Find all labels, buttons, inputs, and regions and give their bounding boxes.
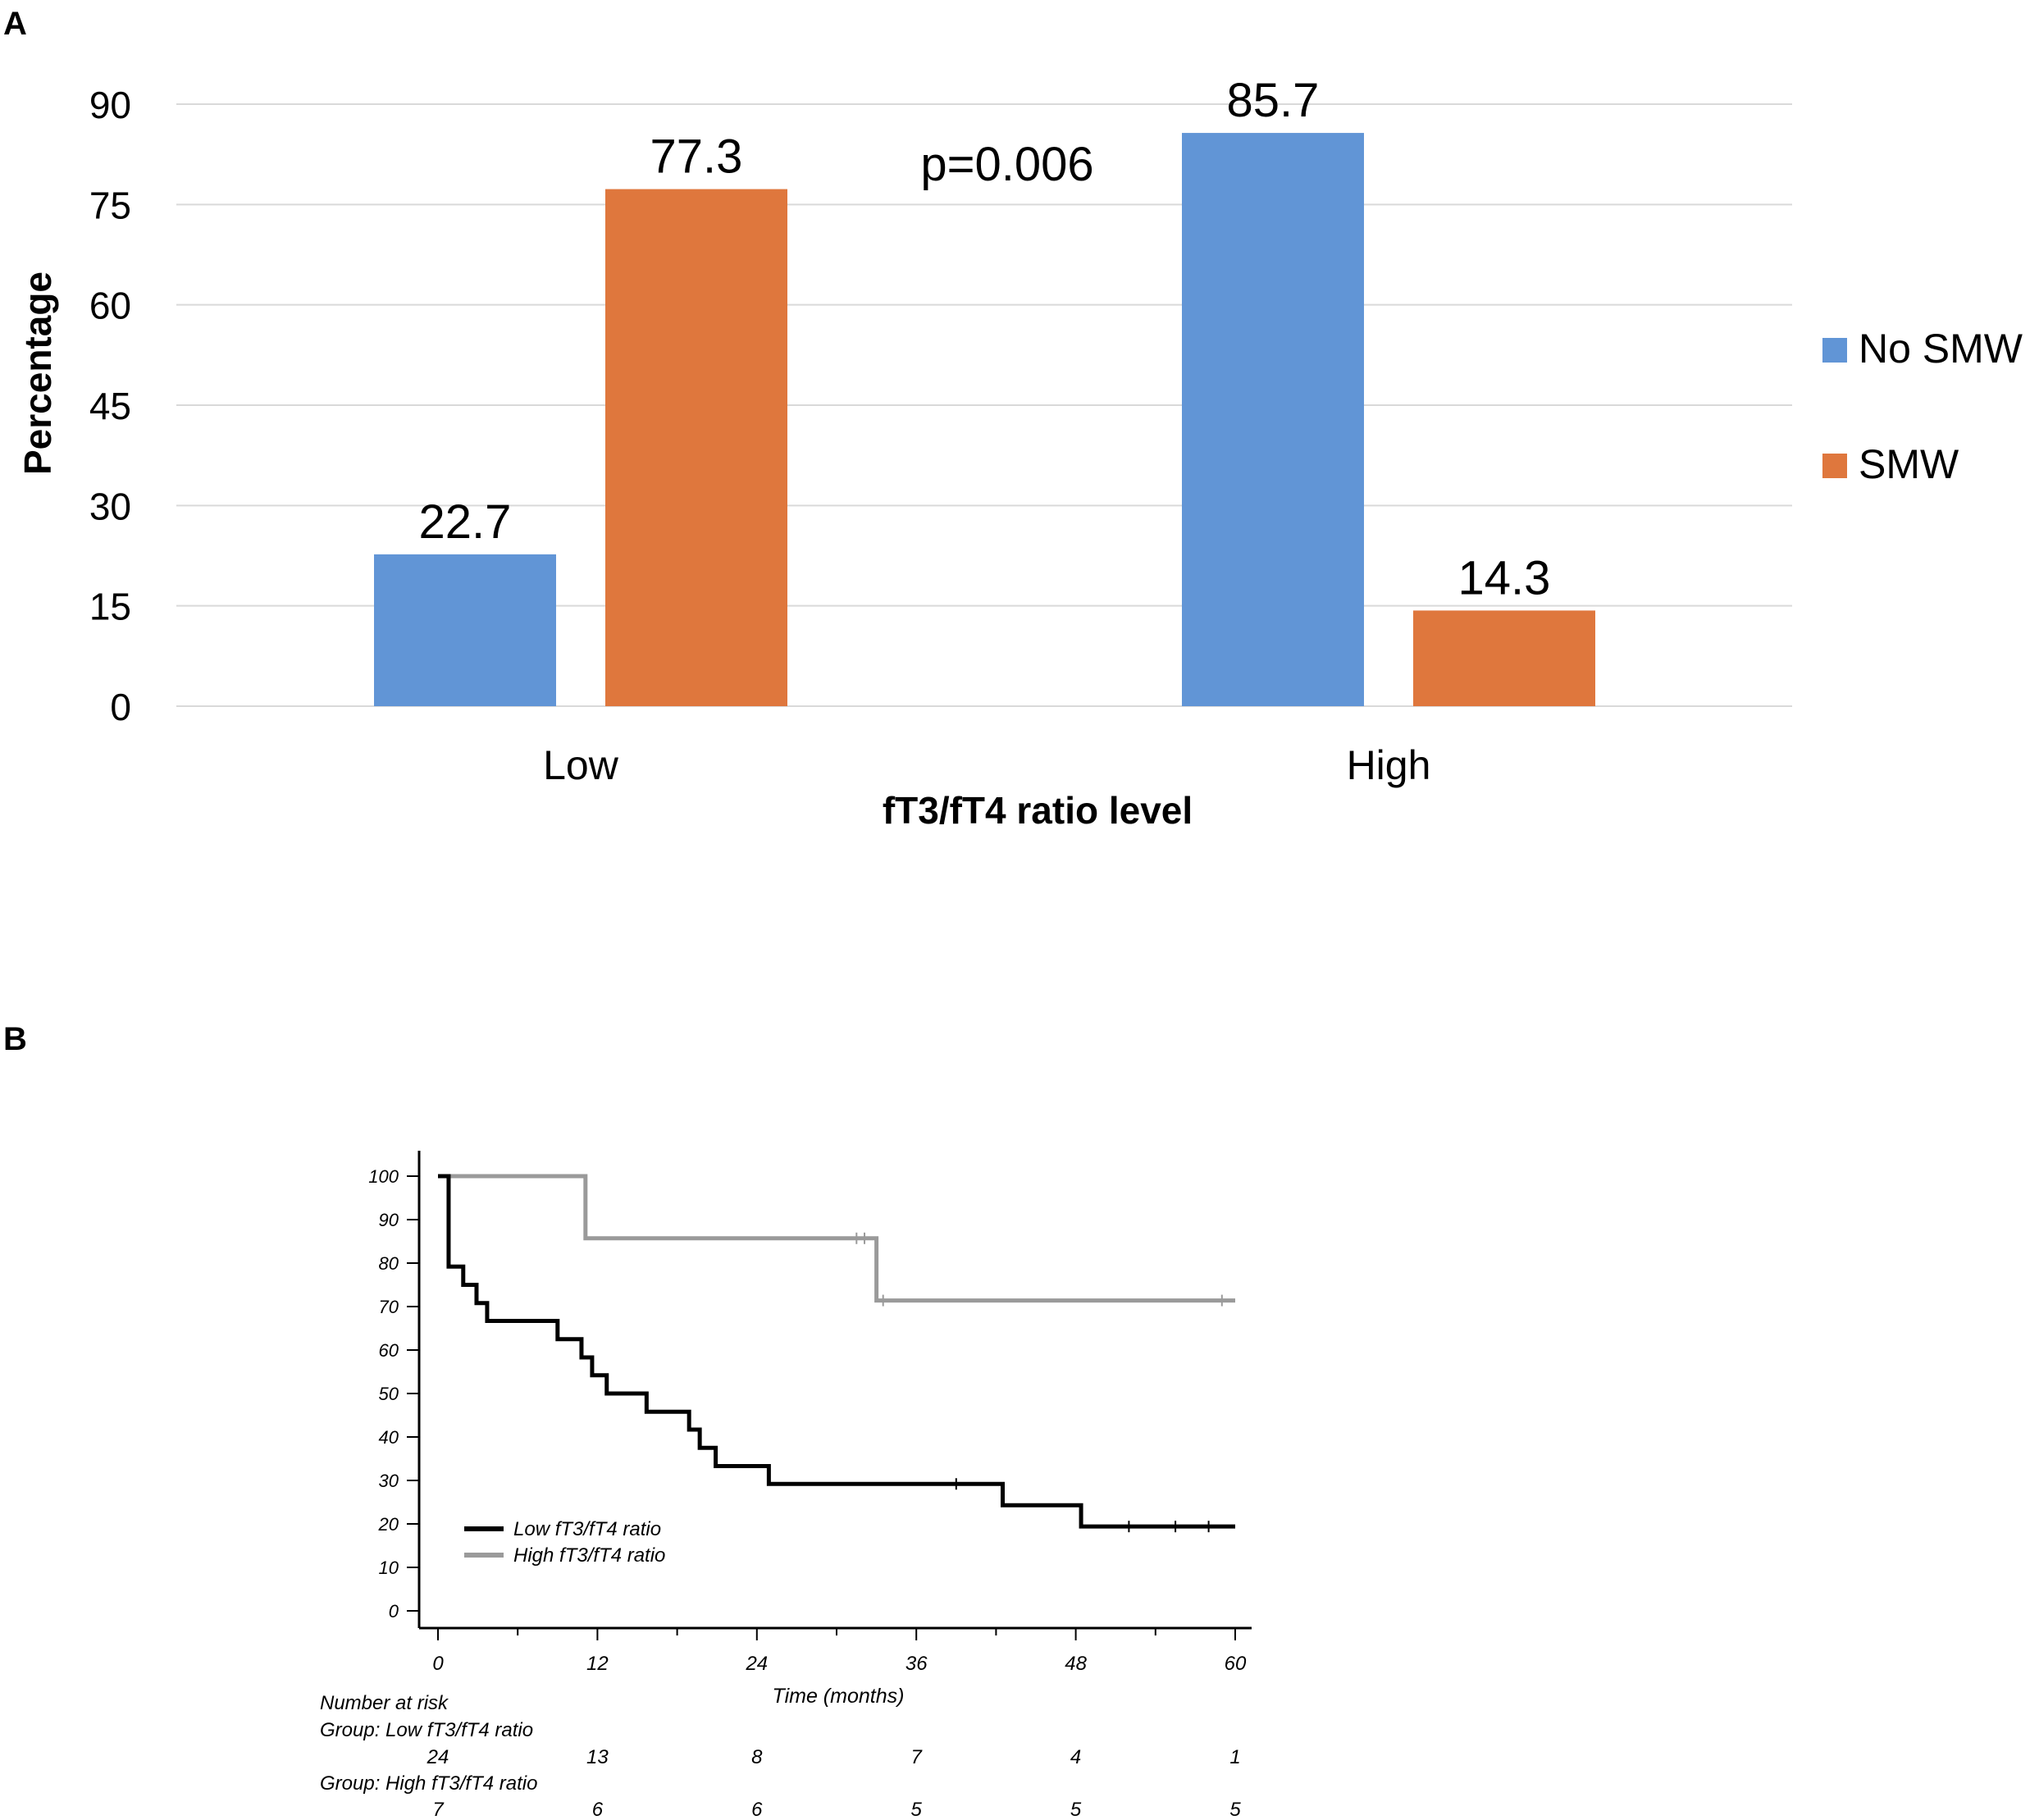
y-tick-label: 30 bbox=[379, 1471, 399, 1491]
legend: Low fT3/fT4 ratio High fT3/fT4 ratio bbox=[464, 1518, 665, 1567]
risk-count: 24 bbox=[427, 1746, 449, 1768]
y-tick-label: 70 bbox=[379, 1297, 399, 1317]
y-tick-label: 20 bbox=[378, 1514, 399, 1535]
x-tick-label: 48 bbox=[1065, 1653, 1087, 1675]
y-tick-label: 60 bbox=[379, 1340, 399, 1361]
risk-count: 7 bbox=[432, 1799, 445, 1820]
y-tick-label: 90 bbox=[379, 1210, 399, 1230]
legend-label-high: High fT3/fT4 ratio bbox=[513, 1544, 665, 1567]
bar bbox=[1413, 610, 1595, 706]
y-tick-label: 0 bbox=[110, 686, 131, 728]
risk-count: 13 bbox=[586, 1746, 609, 1768]
axes bbox=[407, 1151, 1252, 1640]
p-value-annotation: p=0.006 bbox=[920, 138, 1093, 191]
legend-label-smw: SMW bbox=[1859, 441, 1959, 487]
risk-table: Number at risk Group: Low fT3/fT4 ratio … bbox=[320, 1692, 1241, 1820]
bar bbox=[1182, 133, 1364, 706]
survival-curve-low bbox=[438, 1174, 1235, 1529]
panel-label-b: B bbox=[3, 1021, 27, 1057]
category-label: Low bbox=[543, 742, 619, 788]
survival-curves bbox=[438, 1174, 1235, 1533]
y-tick-label: 100 bbox=[368, 1166, 399, 1187]
survival-curve-high bbox=[438, 1174, 1235, 1303]
x-tick-label: 12 bbox=[586, 1653, 609, 1675]
bar bbox=[605, 189, 787, 706]
y-tick-labels: 0 15 30 45 60 75 90 bbox=[89, 84, 131, 728]
legend: No SMW SMW bbox=[1822, 326, 2023, 487]
y-tick-label: 0 bbox=[389, 1601, 399, 1622]
y-tick-label: 90 bbox=[89, 84, 131, 126]
y-tick-label: 80 bbox=[379, 1253, 399, 1274]
y-tick-label: 30 bbox=[89, 485, 131, 527]
legend-label-no-smw: No SMW bbox=[1859, 326, 2023, 372]
x-axis-title: fT3/fT4 ratio level bbox=[883, 789, 1193, 832]
risk-counts: 24 13 8 7 4 1 7 6 6 5 5 5 bbox=[427, 1746, 1242, 1820]
risk-count: 5 bbox=[1229, 1799, 1241, 1820]
bar-value-labels: 22.7 85.7 77.3 14.3 bbox=[419, 74, 1551, 604]
y-tick-label: 75 bbox=[89, 184, 131, 226]
x-tick-label: 36 bbox=[905, 1653, 928, 1675]
y-axis-title: Percentage bbox=[16, 271, 59, 475]
risk-count: 5 bbox=[911, 1799, 923, 1820]
bar-value-label: 14.3 bbox=[1458, 551, 1551, 604]
risk-table-title: Number at risk bbox=[320, 1692, 449, 1714]
y-tick-label: 15 bbox=[89, 586, 131, 628]
risk-group-label-low: Group: Low fT3/fT4 ratio bbox=[320, 1719, 533, 1741]
y-tick-label: 50 bbox=[379, 1384, 399, 1404]
x-tick-label: 60 bbox=[1225, 1653, 1247, 1675]
risk-count: 8 bbox=[751, 1746, 763, 1768]
legend-swatch-smw bbox=[1822, 454, 1847, 478]
bars bbox=[374, 133, 1595, 706]
bar-value-label: 77.3 bbox=[650, 130, 743, 184]
risk-count: 6 bbox=[751, 1799, 763, 1820]
y-tick-labels: 0 10 20 30 40 50 60 70 80 90 100 bbox=[368, 1166, 399, 1622]
legend-label-low: Low fT3/fT4 ratio bbox=[513, 1518, 661, 1540]
y-tick-label: 10 bbox=[379, 1558, 399, 1578]
x-tick-label: 24 bbox=[745, 1653, 768, 1675]
risk-count: 7 bbox=[911, 1746, 924, 1768]
bar-chart: 0 15 30 45 60 75 90 22.7 85.7 77.3 14.3 Low High P… bbox=[16, 74, 2023, 832]
x-tick-label: 0 bbox=[432, 1653, 444, 1675]
y-tick-label: 60 bbox=[89, 285, 131, 327]
y-tick-label: 40 bbox=[379, 1427, 399, 1448]
risk-count: 4 bbox=[1070, 1746, 1081, 1768]
risk-count: 1 bbox=[1229, 1746, 1240, 1768]
x-axis-title: Time (months) bbox=[773, 1685, 905, 1708]
x-tick-labels: 0 12 24 36 48 60 bbox=[432, 1653, 1247, 1675]
category-labels: Low High bbox=[543, 742, 1430, 788]
panel-label-a: A bbox=[3, 6, 27, 42]
risk-group-label-high: Group: High fT3/fT4 ratio bbox=[320, 1772, 537, 1795]
risk-count: 6 bbox=[592, 1799, 604, 1820]
category-label: High bbox=[1347, 742, 1431, 788]
risk-count: 5 bbox=[1070, 1799, 1082, 1820]
bar bbox=[374, 554, 556, 706]
bar-value-label: 22.7 bbox=[419, 495, 512, 549]
y-tick-label: 45 bbox=[89, 385, 131, 427]
legend-swatch-no-smw bbox=[1822, 338, 1847, 363]
bar-value-label: 85.7 bbox=[1227, 74, 1320, 127]
